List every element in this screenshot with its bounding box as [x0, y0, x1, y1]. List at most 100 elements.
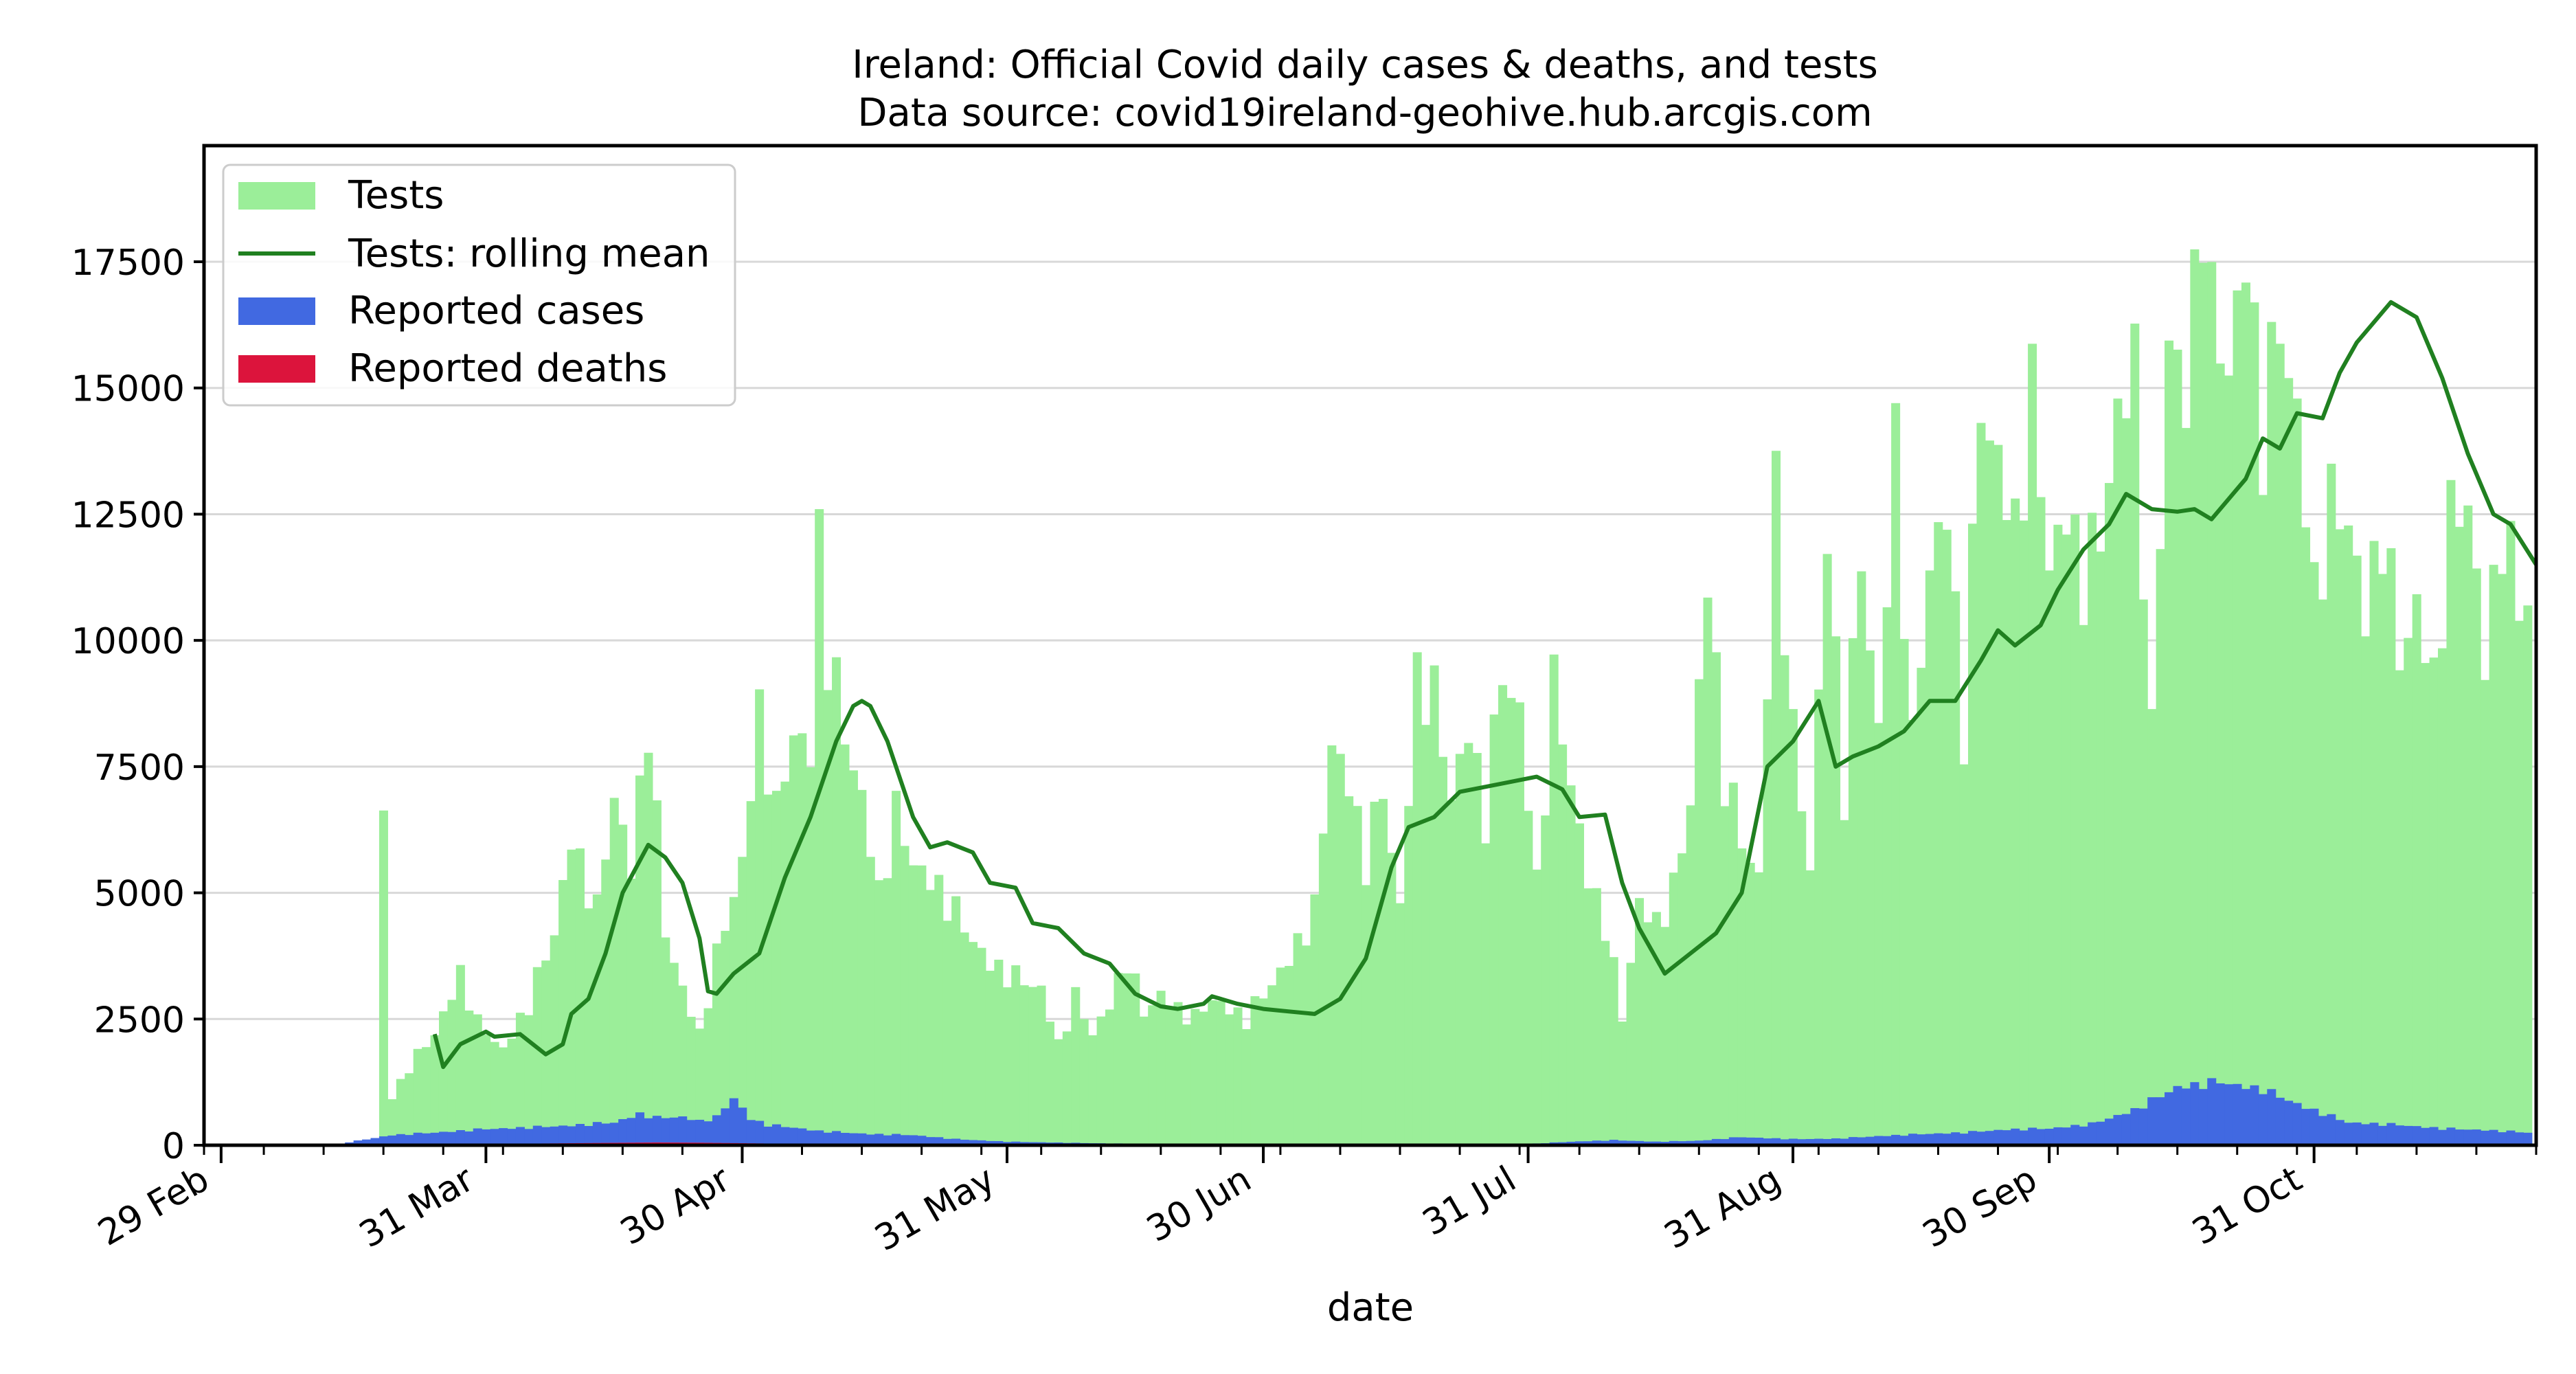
tests-bar [1225, 1014, 1234, 1145]
legend-swatch-deaths [238, 355, 315, 383]
tests-bar [1745, 862, 1755, 1145]
tests-bar [2079, 624, 2088, 1145]
cases-bar [601, 1123, 611, 1145]
tests-bar [2352, 555, 2362, 1145]
tests-bar [482, 1035, 491, 1145]
rolling-mean-line-group [432, 300, 2538, 1070]
cases-bar [703, 1121, 713, 1145]
tests-bar [994, 959, 1004, 1145]
cases-bar [866, 1134, 875, 1145]
tests-bar [1182, 1024, 1191, 1145]
cases-bar [353, 1140, 363, 1145]
cases-bar [1968, 1131, 1978, 1145]
cases-bar [2002, 1130, 2011, 1145]
cases-bar [2113, 1114, 2123, 1145]
cases-bar [1925, 1134, 1934, 1145]
cases-bar [2395, 1125, 2404, 1145]
legend-label-rolling-mean: Tests: rolling mean [348, 232, 710, 276]
cases-bar [951, 1138, 961, 1145]
tests-bar [1976, 423, 1986, 1145]
tests-bar [729, 897, 738, 1145]
tests-bar [422, 1047, 431, 1145]
cases-bar [2181, 1088, 2191, 1145]
tests-bar [1686, 805, 1695, 1145]
cases-bar [2267, 1089, 2276, 1145]
tests-bar [2165, 340, 2174, 1146]
cases-bar [618, 1119, 628, 1145]
tests-bar [438, 1011, 449, 1145]
tests-bar [2215, 363, 2225, 1145]
tests-bar [1558, 744, 1568, 1145]
cases-bar [721, 1108, 730, 1145]
tests-bar [2207, 262, 2217, 1145]
tests-bar [1199, 1011, 1208, 1145]
tests-bar [2369, 541, 2379, 1145]
tests-bar [969, 942, 978, 1145]
cases-bar [1651, 1141, 1661, 1145]
tests-bar [644, 752, 653, 1145]
cases-bar [840, 1132, 850, 1145]
cases-bar [1626, 1140, 1636, 1145]
tests-bar [1387, 853, 1397, 1145]
tests-bar [2377, 574, 2387, 1145]
cases-bar [848, 1133, 858, 1145]
tests-bar [1455, 754, 1465, 1145]
tests-bar [2130, 324, 2140, 1146]
cases-bar [558, 1125, 568, 1145]
tests-bar [413, 1048, 422, 1145]
tests-bar [1891, 403, 1901, 1145]
cases-bar [2250, 1085, 2259, 1145]
cases-bar [2104, 1118, 2114, 1145]
cases-bar [1891, 1134, 1901, 1145]
tests-bar [1985, 440, 1994, 1145]
tests-bar [661, 937, 670, 1145]
tests-bar [917, 865, 927, 1145]
tests-bar [1489, 714, 1499, 1145]
cases-bar [2207, 1078, 2217, 1145]
tests-bar [1096, 1016, 1106, 1145]
tests-bar [695, 1028, 705, 1145]
tests-bar [2002, 519, 2011, 1145]
tests-bar [686, 1017, 696, 1145]
tests-bar [2036, 497, 2046, 1145]
cases-bar [2224, 1084, 2234, 1145]
tests-bar [1464, 743, 1473, 1145]
tests-bar [1208, 1000, 1217, 1145]
y-tick-label: 10000 [71, 621, 185, 662]
tests-bar [1344, 796, 1354, 1145]
tests-bar [1942, 530, 1952, 1145]
cases-bar [908, 1135, 918, 1145]
legend-swatch-cases [238, 297, 315, 325]
cases-bar [2088, 1122, 2097, 1145]
cases-bar [2514, 1132, 2524, 1145]
cases-bar [686, 1120, 696, 1145]
tests-bar [1609, 957, 1618, 1145]
cases-bar [1917, 1134, 1926, 1145]
cases-bar [2036, 1129, 2046, 1145]
tests-bar [515, 1013, 525, 1145]
tests-bar [738, 857, 747, 1145]
tests-bar [464, 1010, 474, 1145]
cases-bar [2044, 1128, 2054, 1145]
tests-bar [1643, 922, 1653, 1145]
tests-bar [1378, 798, 1388, 1145]
cases-bar [874, 1134, 884, 1145]
tests-bar [2250, 302, 2259, 1146]
cases-bar [1788, 1138, 1798, 1145]
cases-bar [2301, 1109, 2311, 1145]
cases-bar [2165, 1092, 2174, 1145]
tests-bar [584, 908, 594, 1145]
cases-bar [763, 1126, 773, 1145]
cases-bar [994, 1140, 1004, 1145]
tests-bar [2198, 262, 2208, 1145]
cases-bar [2121, 1114, 2131, 1145]
cases-bar [771, 1124, 782, 1145]
tests-bar [1908, 719, 1917, 1145]
cases-bar [1882, 1136, 1892, 1145]
tests-bar [1438, 756, 1448, 1145]
tests-bar [789, 735, 798, 1145]
cases-bar [2361, 1124, 2371, 1145]
cases-bar [473, 1128, 482, 1145]
cases-bar [422, 1133, 431, 1145]
